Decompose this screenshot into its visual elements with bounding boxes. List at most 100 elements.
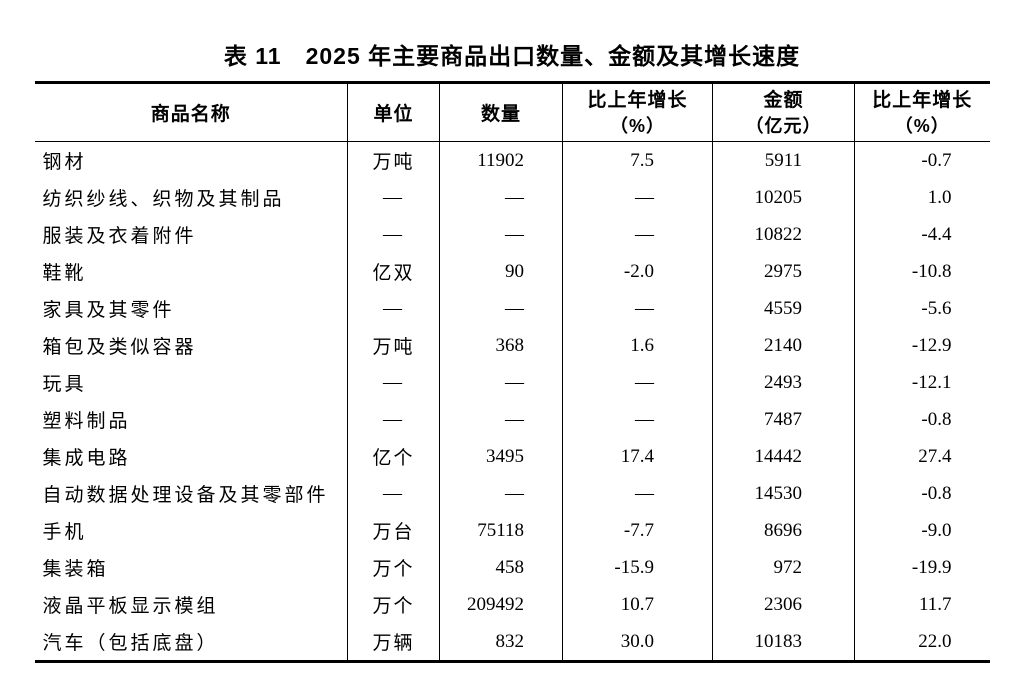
commodity-name-cell: 手机	[42, 522, 87, 543]
table-row: 钢材 万吨 11902 7.5 5911 -0.7	[35, 141, 990, 179]
table-row: 纺织纱线、织物及其制品 — — —10205 1.0	[35, 179, 990, 216]
quantity-cell: —	[439, 401, 563, 438]
value-growth-cell: -12.1	[854, 364, 990, 401]
quantity-growth-cell: —	[562, 401, 713, 438]
quantity-growth-cell: —	[562, 216, 713, 253]
commodity-name-cell: 自动数据处理设备及其零部件	[42, 485, 329, 506]
value-cell: 2140	[712, 327, 855, 364]
unit-cell: 万个	[347, 549, 440, 586]
quantity-cell: 458	[439, 549, 563, 586]
commodity-name-cell: 钢材	[42, 152, 87, 173]
unit-cell: —	[347, 401, 440, 438]
unit-cell: —	[347, 179, 440, 216]
quantity-cell: 11902	[439, 141, 563, 179]
quantity-cell: 75118	[439, 512, 563, 549]
unit-cell: —	[347, 475, 440, 512]
unit-cell: 亿个	[347, 438, 440, 475]
quantity-growth-cell: —	[562, 364, 713, 401]
col-header-quantity-label: 数量	[480, 104, 521, 125]
commodity-name-cell: 玩具	[42, 374, 87, 395]
table-row: 集成电路 亿个 3495 17.4 14442 27.4	[35, 438, 990, 475]
value-growth-cell: -12.9	[854, 327, 990, 364]
col-header-value-growth-unit: （%）	[894, 115, 950, 136]
table-row: 手机 万台 75118 -7.7 8696 -9.0	[35, 512, 990, 549]
table-row: 塑料制品 — — —7487 -0.8	[35, 401, 990, 438]
value-cell: 14530	[712, 475, 855, 512]
value-growth-cell: -10.8	[854, 253, 990, 290]
quantity-growth-cell: 1.6	[562, 327, 713, 364]
quantity-growth-cell: -7.7	[562, 512, 713, 549]
value-cell: 2975	[712, 253, 855, 290]
table-title: 表 11 2025 年主要商品出口数量、金额及其增长速度	[223, 43, 801, 69]
quantity-growth-cell: —	[562, 475, 713, 512]
col-header-quantity-growth-label: 比上年增长	[587, 89, 688, 111]
commodity-name-cell: 家具及其零件	[42, 300, 175, 321]
value-cell: 4559	[712, 290, 855, 327]
value-cell: 7487	[712, 401, 855, 438]
table-row: 集装箱 万个 458 -15.9 972 -19.9	[35, 549, 990, 586]
value-cell: 14442	[712, 438, 855, 475]
quantity-growth-cell: 7.5	[562, 141, 713, 179]
value-growth-cell: -5.6	[854, 290, 990, 327]
quantity-growth-cell: —	[562, 290, 713, 327]
unit-cell: 万台	[347, 512, 440, 549]
table-body: 钢材 万吨 11902 7.5 5911 -0.7 纺织纱线、织物及其制品 — — —10205 1…	[35, 141, 990, 662]
value-growth-cell: -4.4	[854, 216, 990, 253]
unit-cell: 亿双	[347, 253, 440, 290]
col-header-commodity: 商品名称	[34, 82, 348, 142]
unit-cell: 万吨	[347, 141, 440, 179]
quantity-cell: —	[439, 475, 563, 512]
value-growth-cell: 27.4	[854, 438, 990, 475]
value-cell: 10183	[712, 623, 855, 662]
table-row: 玩具 — — —2493 -12.1	[35, 364, 990, 401]
quantity-cell: 368	[439, 327, 563, 364]
unit-cell: 万辆	[347, 623, 440, 662]
commodity-name-cell: 塑料制品	[42, 411, 131, 432]
commodity-name-cell: 箱包及类似容器	[42, 337, 197, 358]
quantity-cell: 3495	[439, 438, 563, 475]
value-growth-cell: 1.0	[854, 179, 990, 216]
value-growth-cell: -0.8	[854, 401, 990, 438]
table-row: 鞋靴 亿双 90 -2.0 2975 -10.8	[35, 253, 990, 290]
col-header-unit: 单位	[347, 82, 440, 142]
table-row: 汽车（包括底盘） 万辆 832 30.0 10183 22.0	[35, 623, 990, 662]
quantity-cell: —	[439, 290, 563, 327]
table-row: 箱包及类似容器 万吨 368 1.6 2140 -12.9	[35, 327, 990, 364]
header-row: 商品名称 单位 数量 比上年增长 （%） 金额 （亿元） 比上年增长	[34, 82, 990, 142]
col-header-value-unit: （亿元）	[745, 115, 822, 136]
col-header-quantity-growth-unit: （%）	[609, 115, 665, 136]
quantity-growth-cell: 10.7	[562, 586, 713, 623]
col-header-quantity: 数量	[439, 82, 563, 142]
commodity-name-cell: 集装箱	[42, 559, 109, 580]
value-cell: 2493	[712, 364, 855, 401]
table-row: 家具及其零件 — — —4559 -5.6	[35, 290, 990, 327]
commodity-name-cell: 集成电路	[42, 448, 131, 469]
value-cell: 10822	[712, 216, 855, 253]
col-header-value-label: 金额	[763, 89, 804, 111]
value-growth-cell: -9.0	[854, 512, 990, 549]
value-growth-cell: -0.8	[854, 475, 990, 512]
unit-cell: —	[347, 364, 440, 401]
unit-cell: —	[347, 290, 440, 327]
quantity-growth-cell: -2.0	[562, 253, 713, 290]
value-growth-cell: 11.7	[854, 586, 990, 623]
unit-cell: 万吨	[347, 327, 440, 364]
col-header-value-growth: 比上年增长 （%）	[854, 82, 990, 142]
quantity-growth-cell: -15.9	[562, 549, 713, 586]
col-header-commodity-label: 商品名称	[150, 104, 231, 125]
commodity-name-cell: 服装及衣着附件	[42, 226, 197, 247]
col-header-value-growth-label: 比上年增长	[872, 89, 973, 111]
quantity-cell: —	[439, 216, 563, 253]
commodity-name-cell: 纺织纱线、织物及其制品	[42, 189, 285, 210]
value-growth-cell: -0.7	[854, 141, 990, 179]
commodity-name-cell: 鞋靴	[42, 263, 87, 284]
quantity-cell: —	[439, 364, 563, 401]
value-cell: 8696	[712, 512, 855, 549]
table-row: 液晶平板显示模组 万个 209492 10.7 2306 11.7	[35, 586, 990, 623]
commodity-name-cell: 液晶平板显示模组	[42, 596, 219, 617]
quantity-growth-cell: 17.4	[562, 438, 713, 475]
table-row: 服装及衣着附件 — — —10822 -4.4	[35, 216, 990, 253]
unit-cell: 万个	[347, 586, 440, 623]
unit-cell: —	[347, 216, 440, 253]
